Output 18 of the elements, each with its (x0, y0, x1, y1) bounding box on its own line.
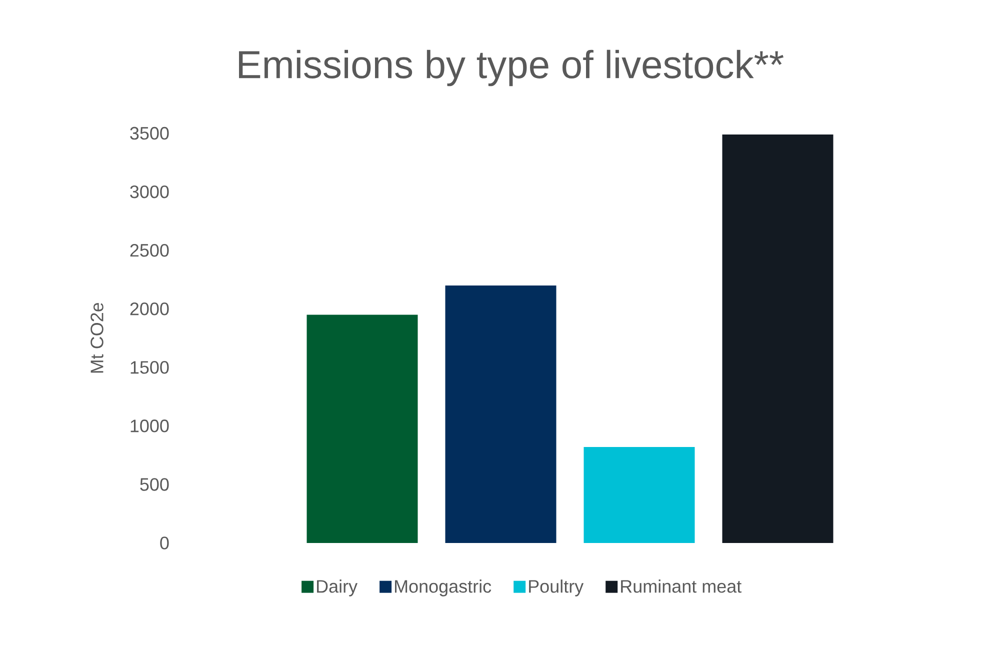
y-tick-label: 500 (140, 478, 169, 491)
y-axis-title: Mt CO2e (90, 302, 104, 373)
y-tick-label: 0 (160, 536, 169, 550)
legend-label: Monogastric (395, 580, 492, 596)
chart-title: Emissions by type of livestock** (239, 50, 784, 86)
y-tick-label: 2500 (130, 244, 169, 257)
bar (722, 134, 834, 543)
y-tick-label: 2000 (130, 302, 169, 316)
bar (445, 285, 556, 543)
y-tick-label: 3500 (130, 126, 169, 140)
y-tick-label: 3000 (130, 185, 169, 198)
bar (584, 447, 695, 543)
y-tick-label: 1500 (130, 361, 169, 374)
legend-label: Ruminant meat (621, 580, 742, 593)
bar (306, 314, 418, 543)
legend-label: Poultry (529, 580, 584, 596)
legend-label: Dairy (317, 580, 358, 596)
y-tick-label: 1000 (130, 420, 169, 432)
